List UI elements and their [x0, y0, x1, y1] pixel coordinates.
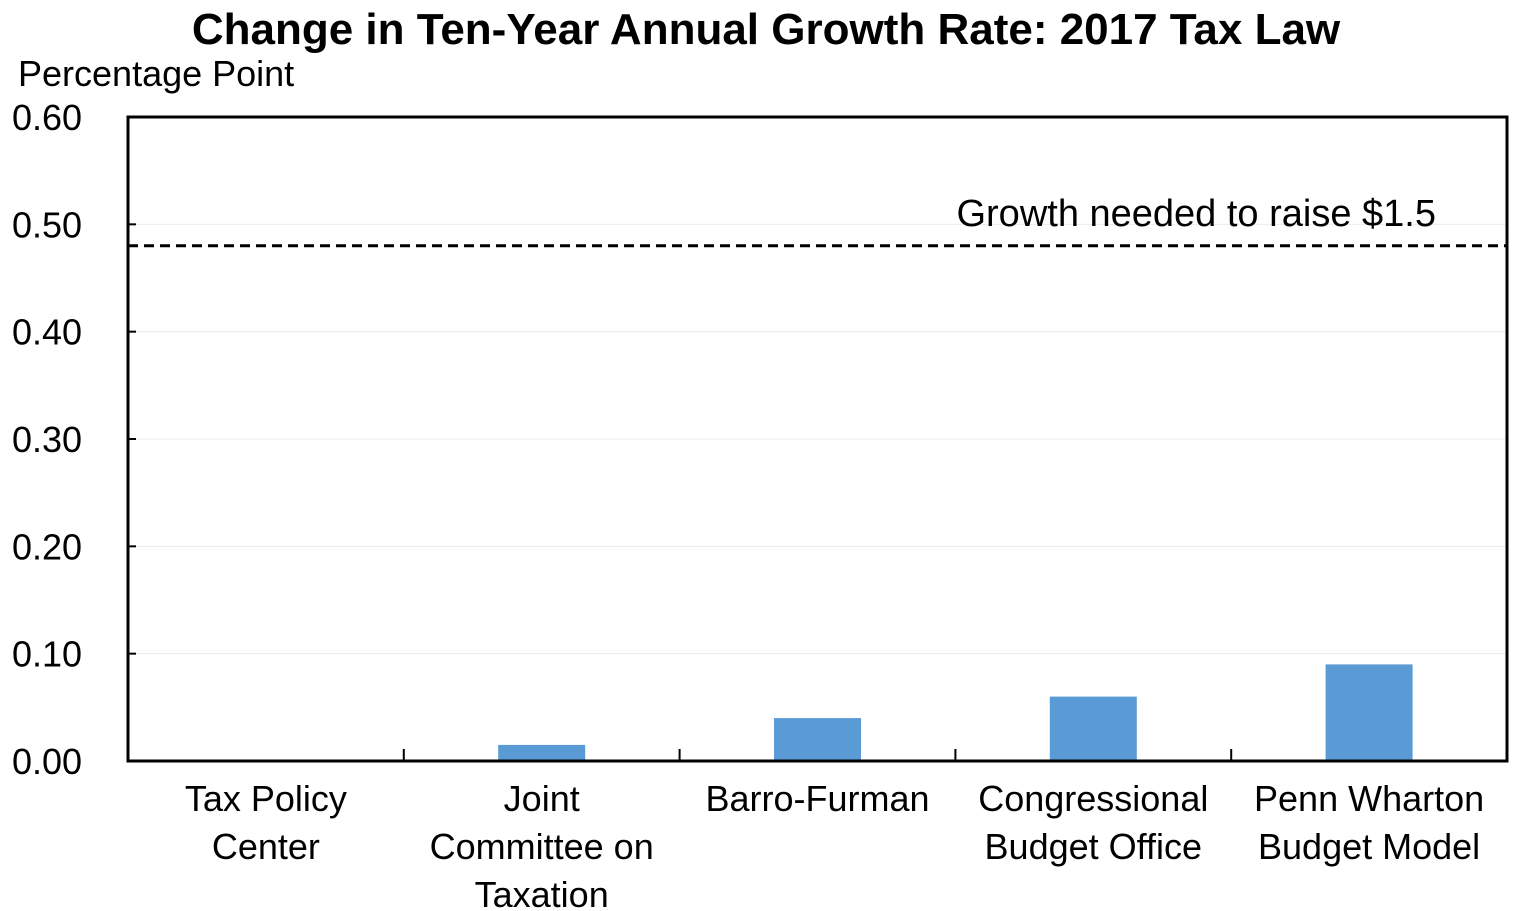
x-category-label: Penn Wharton Budget Model: [1254, 778, 1484, 867]
y-tick-label: 0.60: [12, 97, 82, 138]
y-tick-label: 0.40: [12, 312, 82, 353]
y-tick-label: 0.30: [12, 419, 82, 460]
y-tick-label: 0.50: [12, 204, 82, 245]
reference-line-group: Growth needed to raise $1.5: [128, 193, 1507, 248]
chart-title: Change in Ten-Year Annual Growth Rate: 2…: [192, 5, 1341, 54]
y-tick-label: 0.00: [12, 741, 82, 782]
y-tick-label: 0.10: [12, 634, 82, 675]
reference-line-label: Growth needed to raise $1.5: [956, 193, 1436, 235]
bar-penn-wharton-budget-model: [1325, 664, 1413, 761]
y-axis-ticks: 0.00 0.10 0.20 0.30 0.40 0.50 0.60: [12, 97, 136, 782]
x-category-label: Tax Policy Center: [185, 778, 347, 867]
bar-congressional-budget-office: [1049, 696, 1137, 761]
gridlines: [128, 223, 1507, 655]
bar-barro-furman: [774, 718, 861, 761]
x-category-label: Joint Committee on Taxation: [430, 778, 654, 911]
bars: [498, 664, 1413, 761]
x-category-label: Barro-Furman: [705, 778, 929, 819]
x-axis-ticks: Tax Policy Center Joint Committee on Taxatio…: [185, 749, 1484, 911]
y-axis-unit-label: Percentage Point: [18, 53, 294, 94]
y-tick-label: 0.20: [12, 526, 82, 567]
x-category-label: Congressional Budget Office: [978, 778, 1208, 867]
bar-joint-committee-on-taxation: [498, 744, 586, 761]
